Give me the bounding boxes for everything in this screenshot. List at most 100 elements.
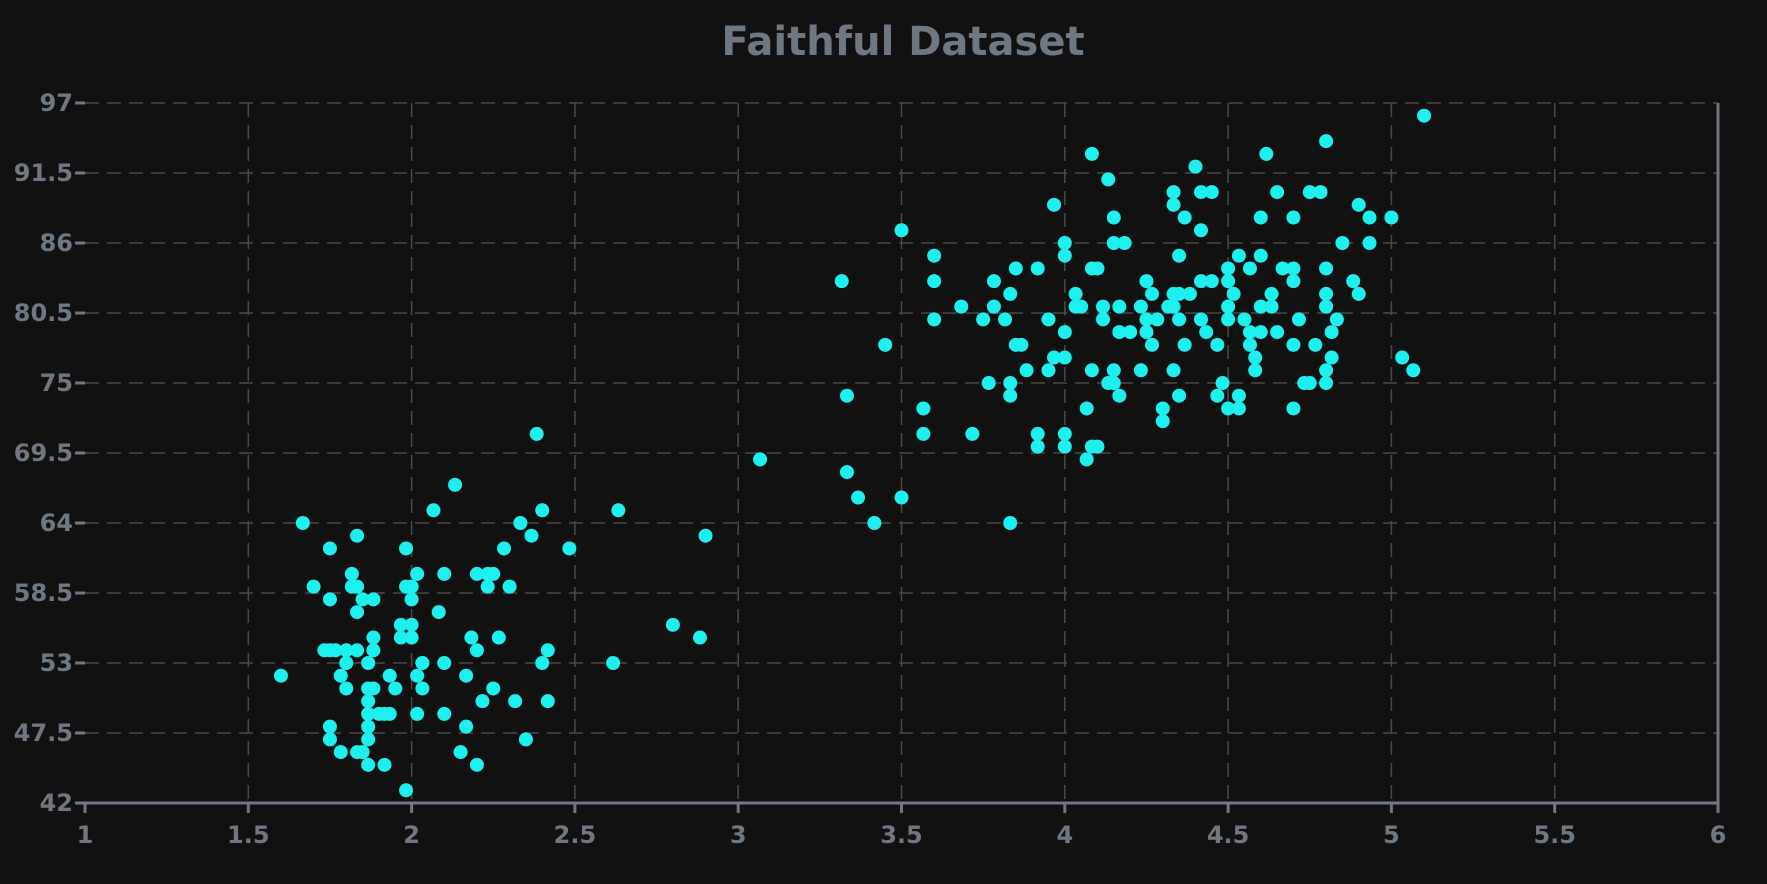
data-point bbox=[426, 503, 441, 518]
data-point bbox=[1057, 236, 1072, 250]
data-point bbox=[1139, 274, 1154, 289]
data-point bbox=[469, 757, 484, 772]
x-tick-label: 4.5 bbox=[1207, 821, 1250, 849]
data-point bbox=[1030, 261, 1045, 276]
data-point bbox=[1172, 286, 1187, 301]
grid-lines bbox=[85, 102, 1718, 803]
data-point bbox=[322, 592, 337, 607]
x-tick-label: 4 bbox=[1056, 821, 1073, 849]
data-point bbox=[399, 541, 414, 556]
data-point bbox=[1204, 185, 1219, 200]
data-point bbox=[1286, 261, 1301, 276]
data-point bbox=[1150, 312, 1165, 327]
data-point bbox=[366, 643, 381, 658]
data-point bbox=[753, 452, 768, 467]
data-point bbox=[611, 503, 626, 518]
data-point bbox=[1324, 325, 1339, 340]
data-point bbox=[1242, 337, 1257, 352]
data-point bbox=[529, 426, 544, 441]
data-point bbox=[339, 643, 354, 658]
data-point bbox=[361, 757, 376, 772]
data-point bbox=[1248, 350, 1263, 365]
data-point bbox=[916, 401, 931, 416]
data-point bbox=[350, 579, 365, 594]
data-point bbox=[459, 719, 474, 734]
data-point bbox=[954, 299, 969, 314]
data-point bbox=[377, 757, 392, 772]
data-point bbox=[366, 630, 381, 645]
data-point bbox=[878, 337, 893, 352]
data-point bbox=[1319, 286, 1334, 301]
y-tick-label: 47.5 bbox=[14, 719, 73, 747]
data-point bbox=[540, 643, 555, 658]
data-point bbox=[322, 732, 337, 747]
data-point bbox=[1221, 261, 1236, 276]
data-point bbox=[518, 732, 533, 747]
y-tick-label: 42 bbox=[40, 789, 73, 817]
data-point bbox=[1133, 299, 1148, 314]
data-point bbox=[1193, 185, 1208, 200]
data-point bbox=[1117, 236, 1132, 250]
data-point bbox=[339, 656, 354, 670]
data-point bbox=[562, 541, 577, 556]
data-point bbox=[698, 528, 713, 543]
data-point bbox=[1096, 299, 1111, 314]
data-point bbox=[1286, 401, 1301, 416]
data-point bbox=[1351, 286, 1366, 301]
data-point bbox=[1155, 414, 1170, 429]
data-point bbox=[513, 516, 528, 530]
data-point bbox=[1308, 337, 1323, 352]
data-point bbox=[1237, 312, 1252, 327]
data-point bbox=[1172, 388, 1187, 403]
x-tick-label: 5 bbox=[1383, 821, 1400, 849]
data-point bbox=[894, 223, 909, 238]
data-point bbox=[1177, 210, 1192, 225]
data-point bbox=[1106, 376, 1121, 390]
data-point bbox=[1106, 236, 1121, 250]
data-point bbox=[1123, 325, 1138, 340]
data-point bbox=[998, 312, 1013, 327]
data-point bbox=[410, 566, 425, 581]
data-point bbox=[491, 630, 506, 645]
data-point bbox=[1057, 439, 1072, 454]
data-point bbox=[1384, 210, 1399, 225]
data-point bbox=[1188, 159, 1203, 174]
data-point bbox=[851, 490, 866, 505]
data-point bbox=[1210, 337, 1225, 352]
data-point bbox=[1008, 261, 1023, 276]
data-point bbox=[1112, 388, 1127, 403]
data-point bbox=[1003, 286, 1018, 301]
data-point bbox=[437, 706, 452, 721]
x-tick-label: 6 bbox=[1710, 821, 1727, 849]
data-point bbox=[1417, 108, 1432, 123]
data-point bbox=[1003, 388, 1018, 403]
data-point bbox=[1395, 350, 1410, 365]
data-point bbox=[916, 426, 931, 441]
data-point bbox=[1231, 388, 1246, 403]
data-point bbox=[1253, 299, 1268, 314]
data-point bbox=[1286, 274, 1301, 289]
data-point bbox=[1057, 426, 1072, 441]
data-point bbox=[1406, 363, 1421, 378]
x-tick-label: 5.5 bbox=[1533, 821, 1576, 849]
data-point bbox=[1346, 274, 1361, 289]
data-point bbox=[965, 426, 980, 441]
data-point bbox=[1221, 274, 1236, 289]
x-tick-label: 1 bbox=[77, 821, 94, 849]
data-point bbox=[350, 643, 365, 658]
data-point bbox=[339, 681, 354, 696]
y-tick-label: 64 bbox=[40, 509, 73, 537]
data-point bbox=[1166, 197, 1181, 212]
data-point bbox=[986, 274, 1001, 289]
y-tick-label: 69.5 bbox=[14, 439, 73, 467]
data-point bbox=[1319, 299, 1334, 314]
data-point bbox=[1275, 261, 1290, 276]
data-point bbox=[524, 528, 539, 543]
data-point bbox=[404, 630, 419, 645]
data-point bbox=[1057, 325, 1072, 340]
data-point bbox=[692, 630, 707, 645]
data-point bbox=[1112, 299, 1127, 314]
data-point bbox=[1253, 325, 1268, 340]
y-tick-label: 86 bbox=[40, 229, 73, 257]
